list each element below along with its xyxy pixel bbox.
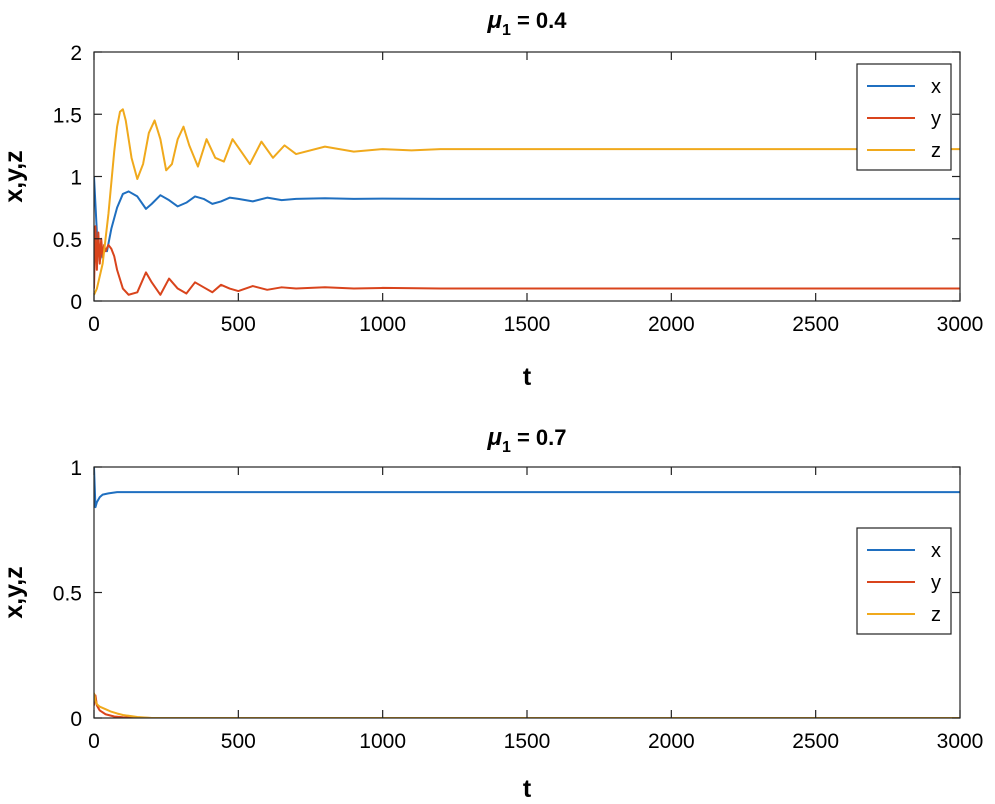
legend-label-y: y bbox=[931, 572, 941, 594]
x-tick-label: 500 bbox=[221, 313, 256, 336]
chart-1: 0 500 1000 1500 2000 2500 3000 0 0.5 1 1.5 2 μ1 = 0.… bbox=[0, 7, 983, 391]
x-tick-label: 2000 bbox=[648, 313, 695, 336]
chart-title: μ1 = 0.7 bbox=[486, 424, 566, 456]
x-tick-label: 0 bbox=[88, 313, 100, 336]
series-line-x bbox=[94, 176, 960, 263]
y-tick-label: 1 bbox=[70, 167, 82, 190]
legend: xyz bbox=[856, 63, 952, 171]
legend-label-x: x bbox=[931, 76, 941, 98]
y-tick-label: 1.5 bbox=[53, 104, 82, 127]
legend-label-z: z bbox=[931, 604, 941, 626]
y-tick-label: 0 bbox=[70, 291, 82, 314]
y-tick-label: 0 bbox=[70, 708, 82, 731]
legend-label-z: z bbox=[931, 140, 941, 162]
x-tick-label: 1500 bbox=[504, 730, 551, 753]
chart-title: μ1 = 0.4 bbox=[486, 7, 567, 39]
x-tick-label: 3000 bbox=[937, 730, 984, 753]
x-tick-label: 0 bbox=[88, 730, 100, 753]
x-axis-label: t bbox=[523, 363, 532, 391]
series-group bbox=[94, 108, 960, 296]
legend: xyz bbox=[856, 527, 952, 635]
y-axis-label: x,y,z bbox=[0, 150, 28, 202]
series-group bbox=[94, 467, 960, 718]
chart-2: 0 500 1000 1500 2000 2500 3000 0 0.5 1 μ1 = 0.7 t x,… bbox=[0, 424, 983, 803]
x-tick-label: 1000 bbox=[359, 730, 406, 753]
y-tick-label: 0.5 bbox=[53, 229, 82, 252]
series-line-z bbox=[94, 692, 960, 718]
y-tick-label: 2 bbox=[70, 42, 82, 65]
x-axis-label: t bbox=[523, 775, 532, 803]
x-tick-label: 1500 bbox=[504, 313, 551, 336]
x-tick-label: 3000 bbox=[937, 313, 984, 336]
series-line-z bbox=[94, 108, 960, 296]
plot-area bbox=[94, 52, 960, 301]
series-line-x bbox=[94, 467, 960, 509]
plot-area bbox=[94, 467, 960, 718]
x-tick-label: 500 bbox=[221, 730, 256, 753]
x-tick-label: 2000 bbox=[648, 730, 695, 753]
y-axis-label: x,y,z bbox=[0, 566, 28, 618]
x-tick-label: 2500 bbox=[792, 730, 839, 753]
legend-label-x: x bbox=[931, 540, 941, 562]
legend-label-y: y bbox=[931, 108, 941, 130]
x-tick-label: 2500 bbox=[792, 313, 839, 336]
y-tick-label: 0.5 bbox=[53, 583, 82, 606]
y-tick-label: 1 bbox=[70, 457, 82, 480]
x-tick-label: 1000 bbox=[359, 313, 406, 336]
